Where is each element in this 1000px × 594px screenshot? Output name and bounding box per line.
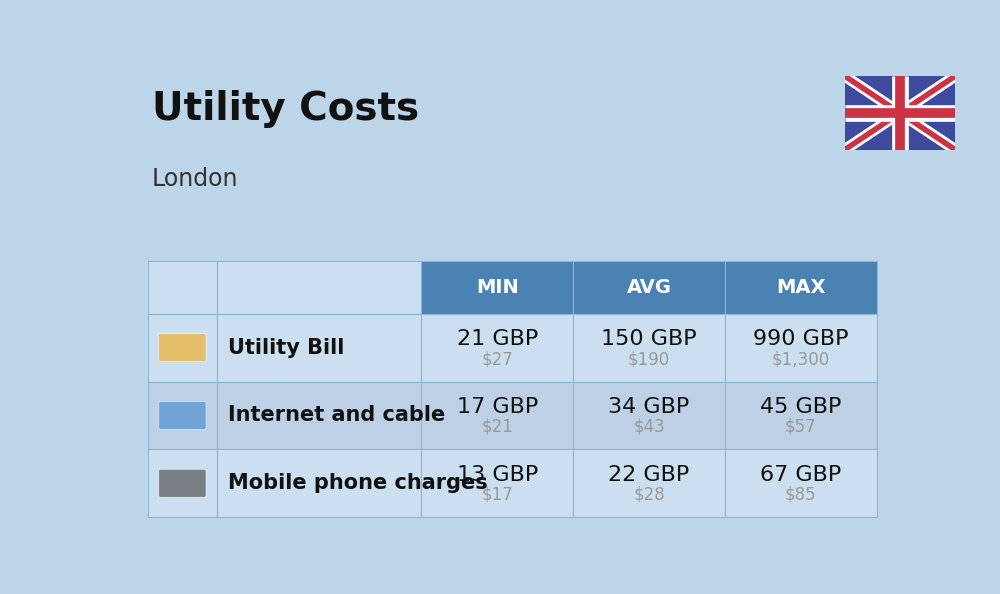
Text: Mobile phone charges: Mobile phone charges bbox=[228, 473, 488, 493]
Text: $28: $28 bbox=[633, 486, 665, 504]
Text: 150 GBP: 150 GBP bbox=[601, 330, 697, 349]
FancyBboxPatch shape bbox=[573, 450, 725, 517]
Text: Utility Costs: Utility Costs bbox=[152, 90, 419, 128]
FancyBboxPatch shape bbox=[421, 314, 573, 381]
FancyBboxPatch shape bbox=[725, 314, 877, 381]
FancyBboxPatch shape bbox=[159, 334, 206, 362]
FancyBboxPatch shape bbox=[573, 261, 725, 314]
Text: $190: $190 bbox=[628, 350, 670, 368]
Text: MIN: MIN bbox=[476, 278, 519, 297]
Text: 21 GBP: 21 GBP bbox=[457, 330, 538, 349]
FancyBboxPatch shape bbox=[148, 450, 217, 517]
FancyBboxPatch shape bbox=[148, 381, 217, 450]
Text: MAX: MAX bbox=[776, 278, 826, 297]
FancyBboxPatch shape bbox=[573, 314, 725, 381]
FancyBboxPatch shape bbox=[159, 469, 206, 497]
Text: $1,300: $1,300 bbox=[772, 350, 830, 368]
Text: $21: $21 bbox=[481, 418, 513, 436]
Text: $27: $27 bbox=[481, 350, 513, 368]
Text: 34 GBP: 34 GBP bbox=[608, 397, 690, 418]
FancyBboxPatch shape bbox=[159, 402, 206, 429]
Text: Utility Bill: Utility Bill bbox=[228, 337, 345, 358]
Text: 990 GBP: 990 GBP bbox=[753, 330, 849, 349]
FancyBboxPatch shape bbox=[725, 381, 877, 450]
FancyBboxPatch shape bbox=[725, 450, 877, 517]
FancyBboxPatch shape bbox=[725, 261, 877, 314]
Text: 22 GBP: 22 GBP bbox=[608, 465, 690, 485]
FancyBboxPatch shape bbox=[148, 261, 217, 314]
Text: Internet and cable: Internet and cable bbox=[228, 406, 445, 425]
FancyBboxPatch shape bbox=[217, 381, 421, 450]
Text: $17: $17 bbox=[481, 486, 513, 504]
FancyBboxPatch shape bbox=[421, 261, 573, 314]
FancyBboxPatch shape bbox=[573, 381, 725, 450]
FancyBboxPatch shape bbox=[217, 261, 421, 314]
FancyBboxPatch shape bbox=[217, 450, 421, 517]
Text: 45 GBP: 45 GBP bbox=[760, 397, 842, 418]
Text: 17 GBP: 17 GBP bbox=[457, 397, 538, 418]
Text: London: London bbox=[152, 168, 239, 191]
FancyBboxPatch shape bbox=[421, 381, 573, 450]
FancyBboxPatch shape bbox=[148, 314, 217, 381]
FancyBboxPatch shape bbox=[421, 450, 573, 517]
Text: $43: $43 bbox=[633, 418, 665, 436]
Text: 13 GBP: 13 GBP bbox=[457, 465, 538, 485]
Text: $57: $57 bbox=[785, 418, 817, 436]
FancyBboxPatch shape bbox=[217, 314, 421, 381]
Text: $85: $85 bbox=[785, 486, 817, 504]
Text: 67 GBP: 67 GBP bbox=[760, 465, 841, 485]
Text: AVG: AVG bbox=[627, 278, 672, 297]
